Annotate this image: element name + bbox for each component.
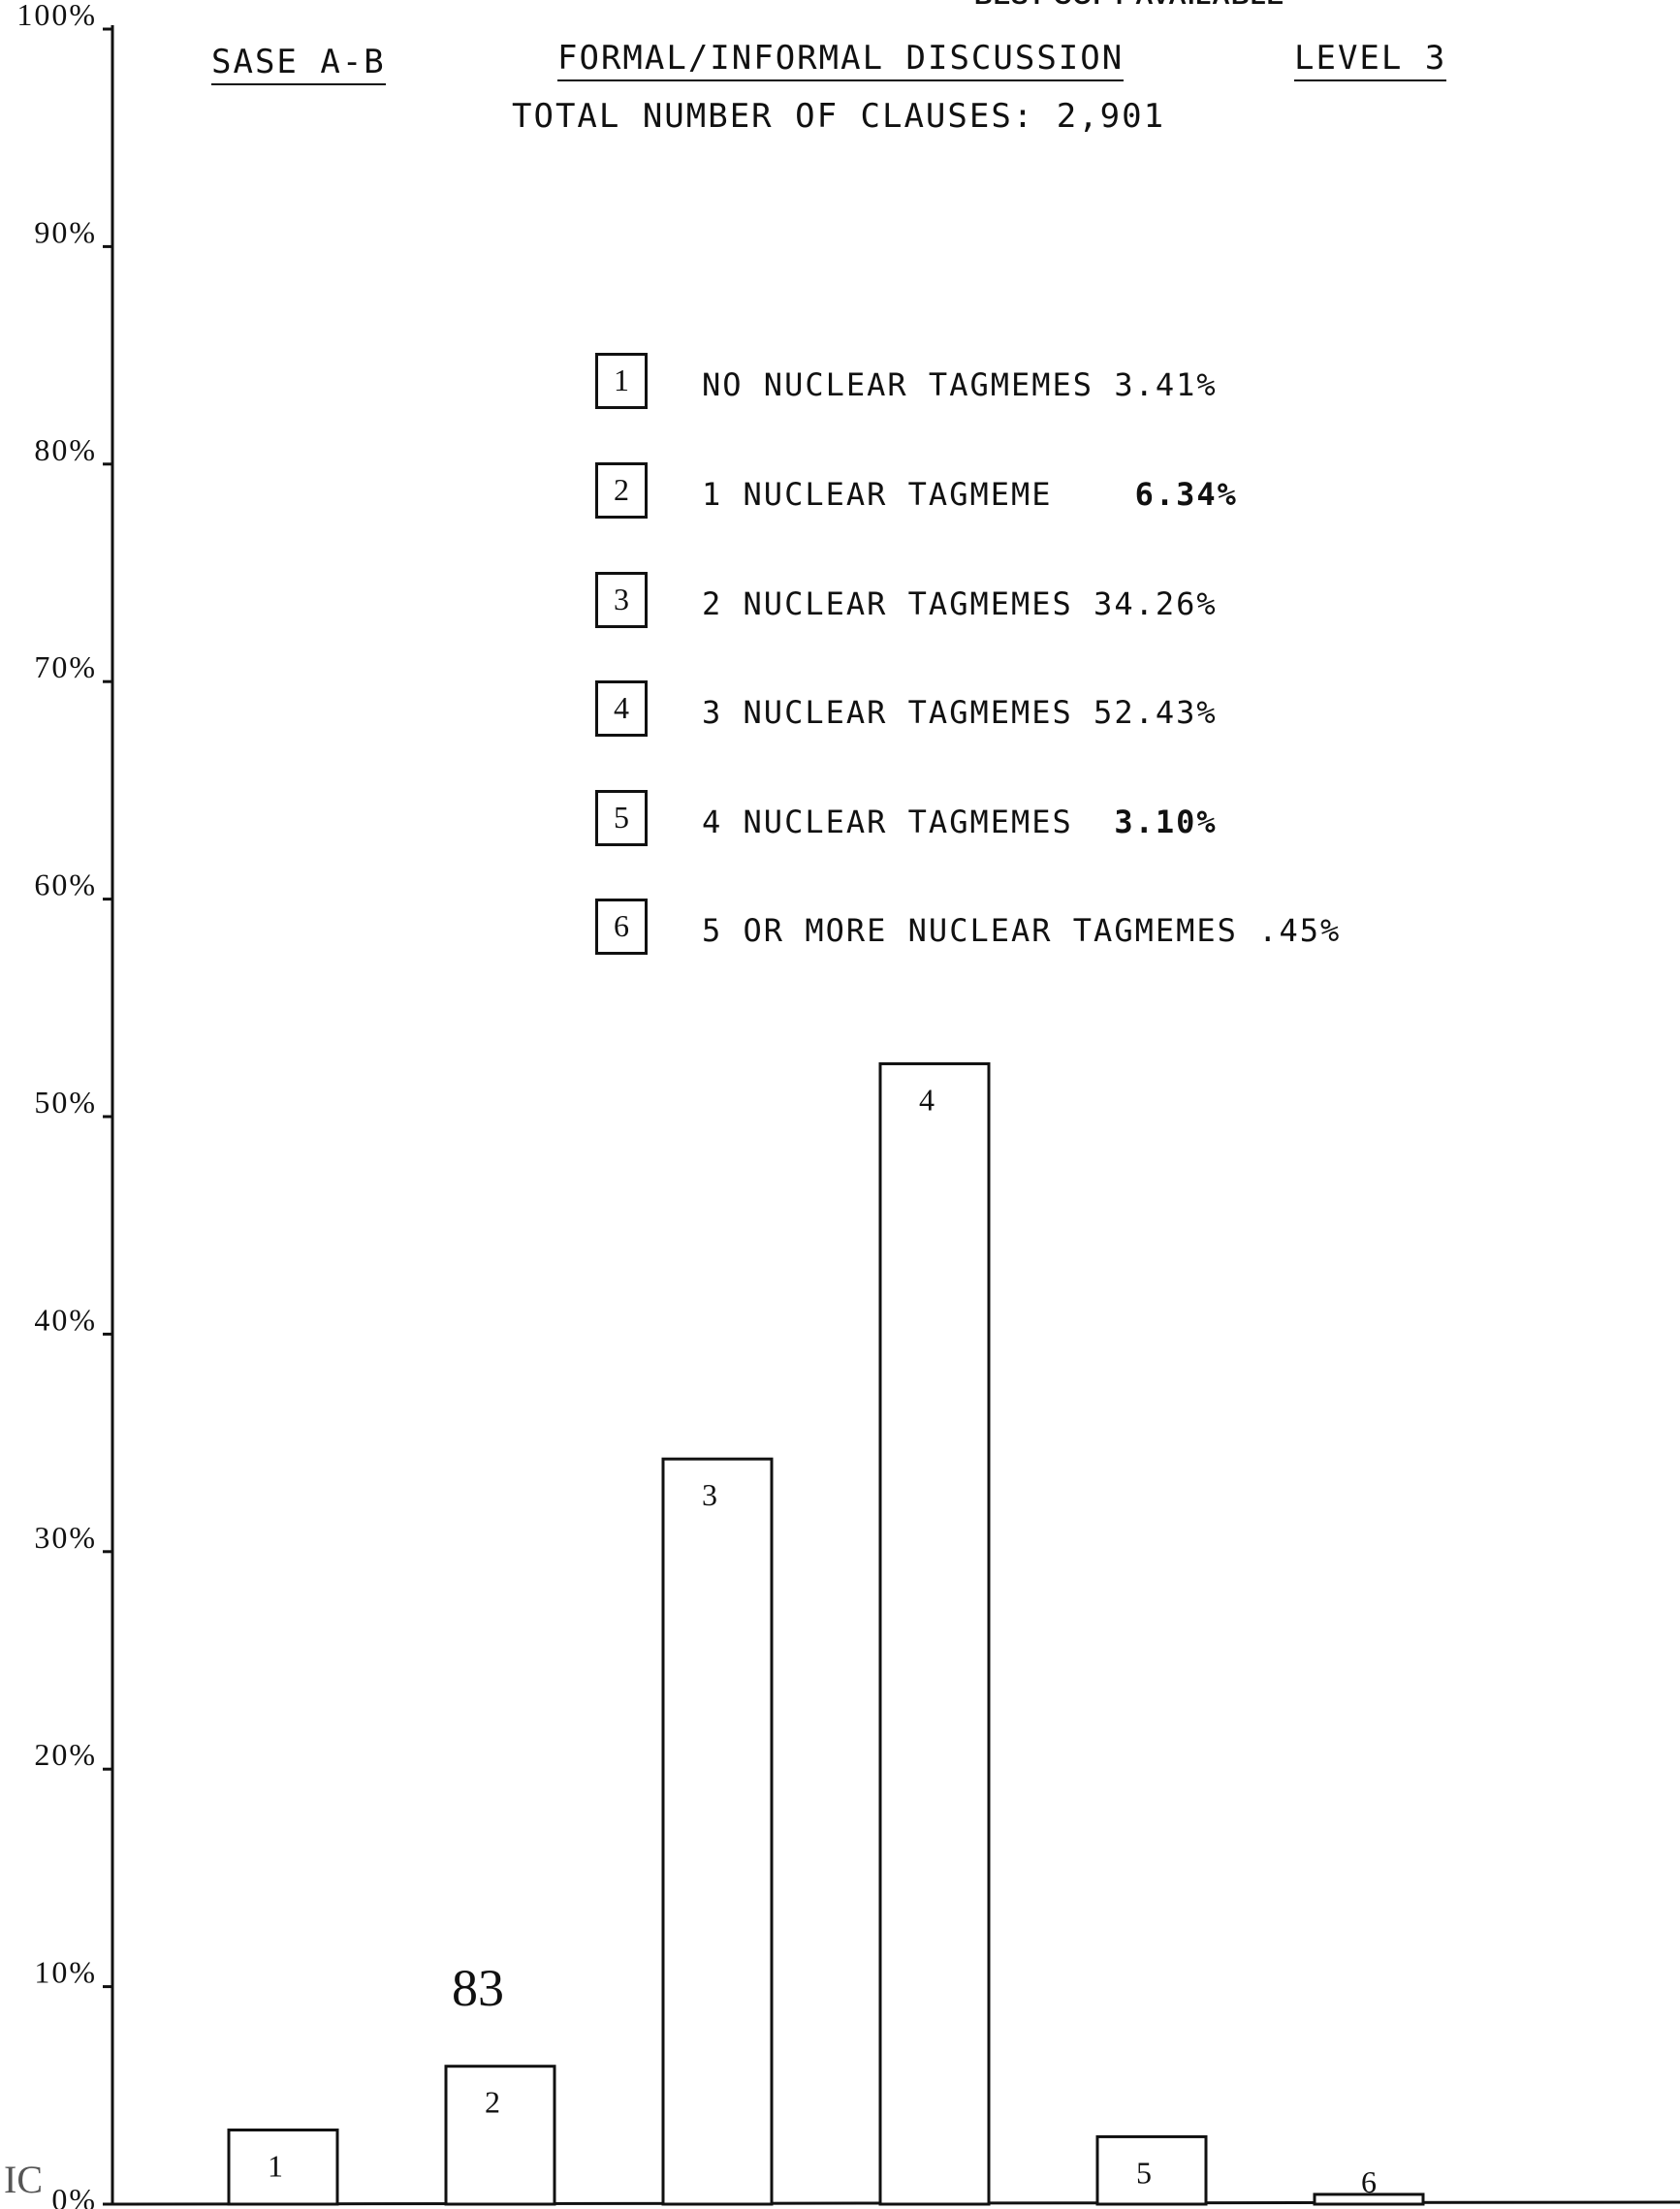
legend-value: 3.41% (1114, 366, 1218, 403)
y-tick-label: 60% (34, 868, 97, 902)
legend-text: 2 NUCLEAR TAGMEMES 34.26% (702, 585, 1218, 622)
legend-item: 3 2 NUCLEAR TAGMEMES 34.26% (595, 572, 1468, 634)
bar-category-label: 4 (919, 1082, 935, 1117)
y-tick-label: 80% (34, 432, 97, 467)
bars: 1 2 3 4 5 6 (227, 1061, 1425, 2206)
legend-label: 3 NUCLEAR TAGMEMES (702, 694, 1073, 731)
legend-key-box: 4 (595, 680, 648, 737)
legend-key-box: 6 (595, 899, 648, 955)
bar-category-label: 3 (702, 1477, 717, 1512)
bar-category-label: 6 (1361, 2164, 1377, 2199)
legend-label: NO NUCLEAR TAGMEMES (702, 366, 1094, 403)
corner-mark: IC (4, 2158, 43, 2201)
legend-key-box: 1 (595, 353, 648, 409)
legend-text: 1 NUCLEAR TAGMEME 6.34% (702, 476, 1238, 513)
header-left: SASE A-B (211, 43, 386, 85)
bar (1095, 2134, 1208, 2206)
legend-label: 1 NUCLEAR TAGMEME (702, 476, 1053, 513)
y-tick-label: 40% (34, 1302, 97, 1337)
y-tick-label: 0% (51, 2182, 97, 2209)
legend-value: 52.43% (1094, 694, 1218, 731)
legend-value: 6.34% (1134, 476, 1238, 513)
bar-category-label: 5 (1136, 2155, 1152, 2190)
y-axis-ticks: 0% 10% 20% 30% 40% 50% 60% 70% 80% 90% 100% (16, 0, 112, 2209)
bar (1313, 2193, 1425, 2206)
y-tick-label: 90% (34, 214, 97, 249)
bar-category-label: 1 (268, 2148, 283, 2183)
bar (661, 1457, 774, 2206)
header-right: LEVEL 3 (1294, 39, 1447, 81)
legend-item: 6 5 OR MORE NUCLEAR TAGMEMES .45% (595, 899, 1516, 961)
legend-item: 1 NO NUCLEAR TAGMEMES 3.41% (595, 353, 1468, 415)
bar (227, 2128, 339, 2206)
bar (444, 2065, 556, 2206)
legend-item: 5 4 NUCLEAR TAGMEMES 3.10% (595, 790, 1468, 852)
legend-label: 4 NUCLEAR TAGMEMES (702, 804, 1073, 840)
bar-category-label: 2 (485, 2085, 500, 2120)
legend-text: NO NUCLEAR TAGMEMES 3.41% (702, 366, 1218, 403)
legend-value: .45% (1258, 912, 1342, 949)
page-number: 83 (452, 1959, 504, 2017)
y-tick-label: 20% (34, 1737, 97, 1772)
best-copy-banner: BEST COPY AVAILABLE (974, 0, 1284, 11)
legend-text: 3 NUCLEAR TAGMEMES 52.43% (702, 694, 1218, 731)
chart-title: FORMAL/INFORMAL DISCUSSION (557, 39, 1125, 81)
legend-key-box: 5 (595, 790, 648, 846)
bar (878, 1061, 991, 2206)
y-tick-label: 100% (16, 0, 97, 32)
legend-label: 2 NUCLEAR TAGMEMES (702, 585, 1073, 622)
y-tick-label: 50% (34, 1085, 97, 1120)
legend-value: 34.26% (1094, 585, 1218, 622)
chart-subtitle: TOTAL NUMBER OF CLAUSES: 2,901 (512, 97, 1166, 136)
legend-key-box: 2 (595, 462, 648, 519)
legend-value: 3.10% (1114, 804, 1218, 840)
legend-item: 4 3 NUCLEAR TAGMEMES 52.43% (595, 680, 1468, 742)
y-tick-label: 30% (34, 1520, 97, 1555)
legend-text: 4 NUCLEAR TAGMEMES 3.10% (702, 804, 1218, 840)
legend-label: 5 OR MORE NUCLEAR TAGMEMES (702, 912, 1238, 949)
legend-item: 2 1 NUCLEAR TAGMEME 6.34% (595, 462, 1468, 524)
y-tick-label: 70% (34, 649, 97, 684)
legend-key-box: 3 (595, 572, 648, 628)
y-tick-label: 10% (34, 1955, 97, 1990)
legend-text: 5 OR MORE NUCLEAR TAGMEMES .45% (702, 912, 1341, 949)
